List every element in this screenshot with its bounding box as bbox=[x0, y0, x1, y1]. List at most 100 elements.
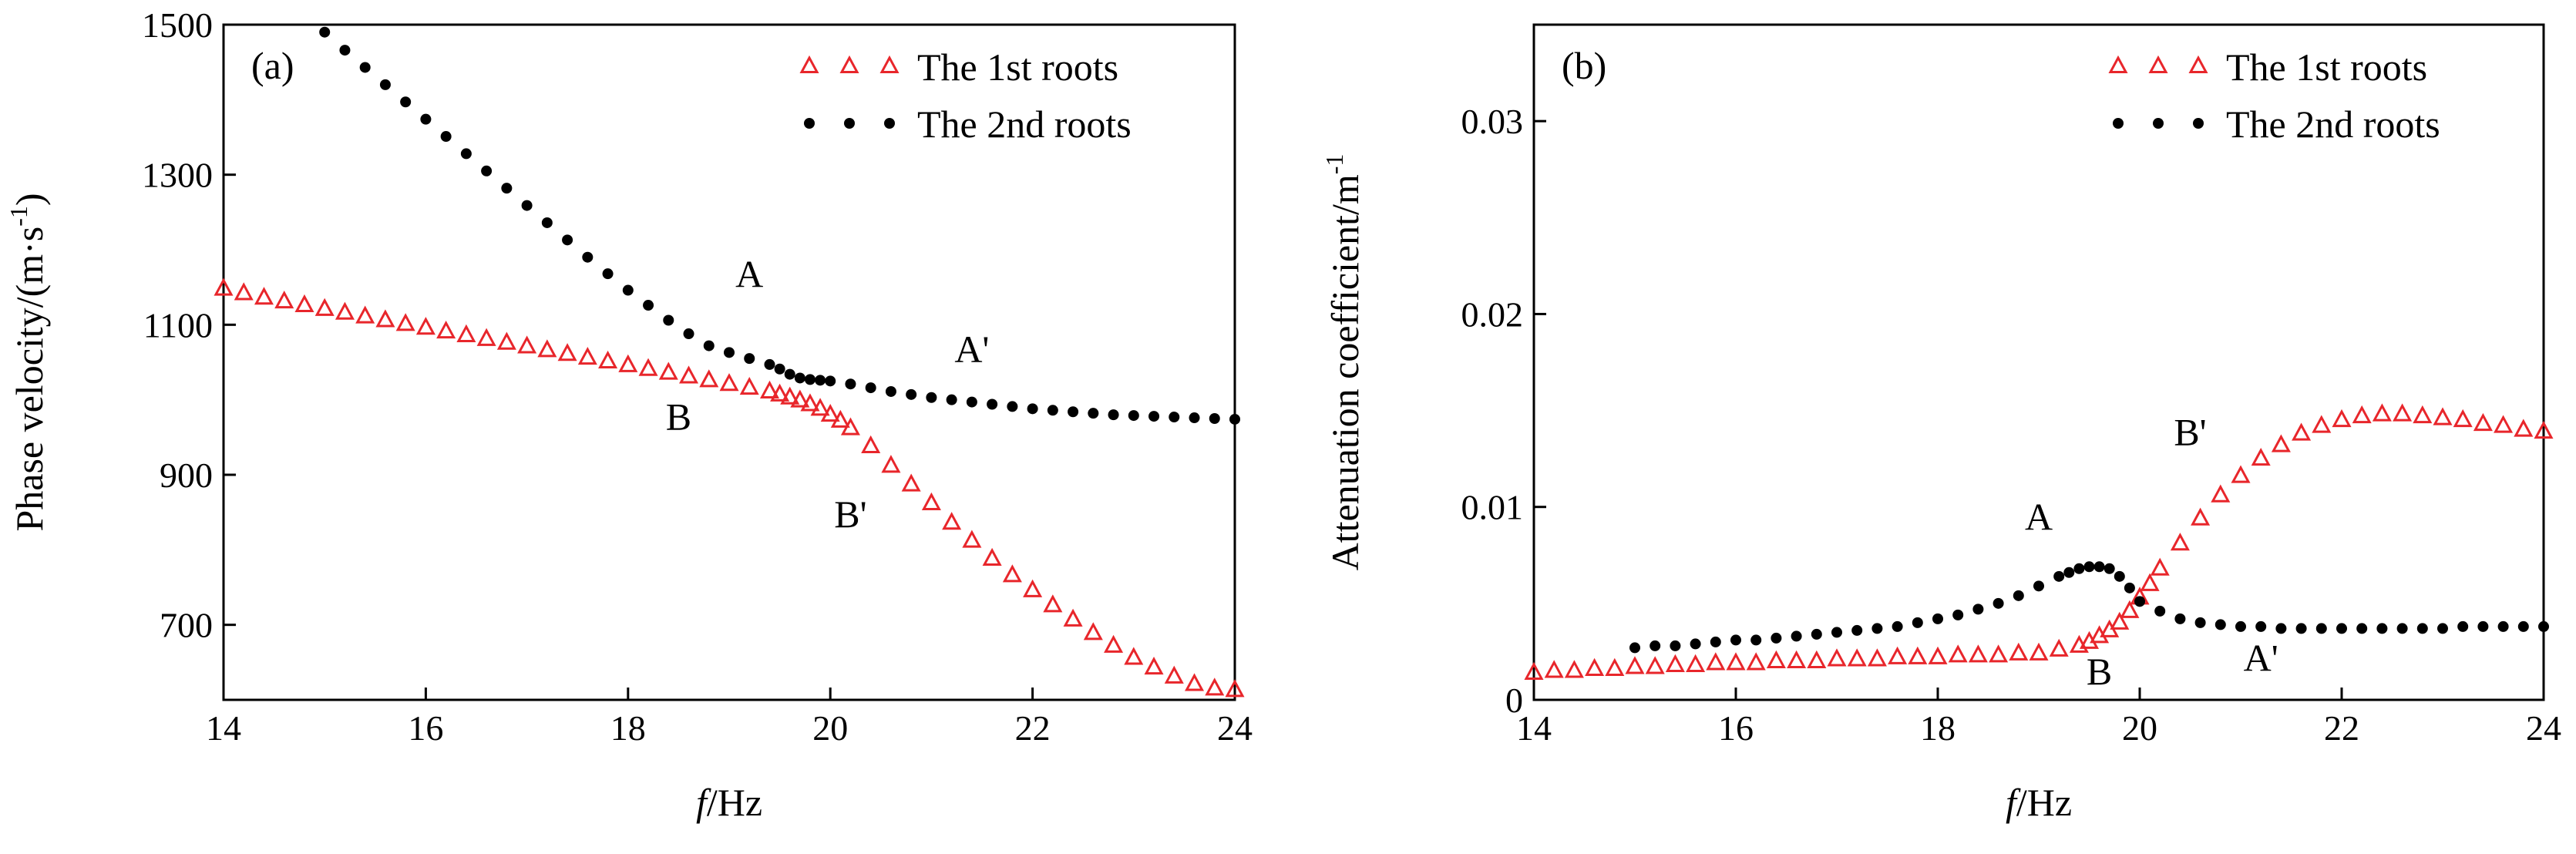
legend-marker-dot bbox=[2153, 118, 2164, 129]
data-point-dot bbox=[1629, 642, 1640, 654]
data-point-triangle bbox=[2312, 415, 2332, 433]
data-point-dot bbox=[1068, 406, 1079, 418]
data-point-triangle bbox=[1807, 650, 1827, 668]
data-point-dot bbox=[1831, 627, 1842, 638]
data-point-triangle bbox=[2271, 434, 2291, 452]
data-point-dot bbox=[2275, 623, 2287, 634]
data-point-triangle bbox=[476, 328, 496, 346]
data-point-triangle bbox=[942, 512, 962, 530]
data-point-dot bbox=[1209, 413, 1220, 424]
data-point-triangle bbox=[1205, 677, 1225, 696]
data-point-triangle bbox=[314, 298, 335, 316]
data-point-triangle bbox=[2352, 405, 2372, 424]
data-point-triangle bbox=[234, 282, 254, 301]
data-point-dot bbox=[2235, 620, 2246, 632]
data-point-dot bbox=[794, 372, 805, 384]
data-point-triangle bbox=[1867, 648, 1887, 667]
x-tick-label: 24 bbox=[2526, 708, 2561, 748]
data-point-dot bbox=[1710, 636, 1721, 647]
data-point-dot bbox=[379, 79, 391, 90]
data-point-triangle bbox=[2494, 415, 2514, 433]
data-point-triangle bbox=[1043, 594, 1063, 613]
data-point-triangle bbox=[2453, 409, 2473, 428]
data-point-triangle bbox=[1948, 644, 1968, 663]
data-point-dot bbox=[2315, 623, 2327, 634]
data-point-dot bbox=[2255, 620, 2267, 632]
data-point-triangle bbox=[2140, 573, 2160, 591]
data-point-triangle bbox=[2049, 638, 2069, 657]
data-point-triangle bbox=[1524, 661, 1544, 680]
data-point-dot bbox=[2538, 620, 2549, 632]
data-point-dot bbox=[987, 398, 998, 410]
data-point-triangle bbox=[2211, 484, 2231, 503]
data-point-triangle bbox=[1605, 657, 1625, 676]
data-point-triangle bbox=[800, 393, 820, 412]
data-point-triangle bbox=[1908, 646, 1928, 664]
data-point-triangle bbox=[658, 361, 678, 380]
point-annotation: B' bbox=[834, 493, 866, 536]
legend-marker-triangle bbox=[2188, 55, 2208, 73]
plot-frame bbox=[1532, 23, 2545, 701]
data-point-dot bbox=[541, 217, 553, 228]
data-point-dot bbox=[1128, 410, 1139, 422]
series-second-roots bbox=[319, 26, 1240, 425]
data-point-triangle bbox=[638, 358, 658, 376]
data-point-dot bbox=[2477, 620, 2489, 632]
x-tick-label: 16 bbox=[408, 708, 443, 748]
data-point-dot bbox=[845, 378, 856, 390]
data-point-dot bbox=[582, 251, 594, 263]
data-point-triangle bbox=[699, 369, 719, 388]
data-point-triangle bbox=[1686, 654, 1706, 672]
data-point-triangle bbox=[1726, 652, 1746, 671]
data-point-triangle bbox=[1787, 650, 1807, 668]
y-axis-title-close: ) bbox=[8, 193, 51, 206]
data-point-triangle bbox=[790, 389, 810, 408]
y-tick-label: 0.03 bbox=[1461, 102, 1524, 141]
point-annotation: A bbox=[735, 253, 763, 296]
y-axis-title: Phase velocity/(m·s-1) bbox=[5, 193, 51, 531]
chart-panel-b: 14 16 18 20 22 24 0 0.01 0.02 0.03 f/Hz Attenuation… bbox=[1320, 23, 2561, 824]
data-point-dot bbox=[2104, 563, 2115, 574]
legend-marker-triangle bbox=[879, 55, 900, 73]
data-point-triangle bbox=[1645, 656, 1665, 674]
data-point-dot bbox=[2517, 620, 2529, 632]
data-point-triangle bbox=[355, 305, 375, 324]
data-point-dot bbox=[1148, 411, 1160, 422]
plot-frame bbox=[222, 23, 1236, 701]
data-point-dot bbox=[2416, 623, 2428, 634]
data-point-dot bbox=[865, 382, 876, 394]
data-point-triangle bbox=[1989, 644, 2009, 663]
data-point-triangle bbox=[2393, 403, 2413, 422]
data-point-triangle bbox=[2372, 403, 2392, 422]
y-axis-title-main: Attenuation coefficient/m bbox=[1323, 174, 1367, 570]
point-annotation: B bbox=[2087, 650, 2112, 693]
data-point-triangle bbox=[1665, 654, 1685, 672]
data-point-dot bbox=[481, 165, 493, 177]
legend-marker-triangle bbox=[799, 55, 819, 73]
legend-marker-dot bbox=[804, 118, 815, 129]
data-point-triangle bbox=[598, 350, 618, 369]
data-point-triangle bbox=[1225, 679, 1245, 698]
data-point-dot bbox=[643, 300, 654, 311]
legend: The 1st roots The 2nd roots bbox=[2108, 45, 2440, 146]
y-tick-label: 1500 bbox=[142, 5, 213, 45]
data-point-dot bbox=[1189, 412, 1200, 424]
data-point-triangle bbox=[1164, 665, 1184, 684]
data-point-dot bbox=[2154, 605, 2166, 617]
data-point-dot bbox=[2194, 617, 2206, 628]
x-axis-title: f/Hz bbox=[2006, 781, 2072, 824]
data-point-dot bbox=[2336, 623, 2347, 634]
data-point-triangle bbox=[1544, 660, 1564, 678]
data-point-triangle bbox=[1625, 656, 1645, 674]
y-tick-label: 1300 bbox=[142, 156, 213, 195]
series-first-roots bbox=[214, 277, 1245, 698]
data-point-triangle bbox=[2120, 600, 2140, 618]
legend-marker-dot bbox=[2113, 118, 2124, 129]
data-point-dot bbox=[724, 347, 735, 358]
data-point-triangle bbox=[618, 354, 638, 372]
data-point-dot bbox=[2396, 623, 2408, 634]
data-point-dot bbox=[1088, 408, 1099, 419]
legend: The 1st roots The 2nd roots bbox=[799, 45, 1132, 146]
y-tick-label: 900 bbox=[160, 456, 213, 495]
data-point-dot bbox=[2093, 561, 2105, 573]
